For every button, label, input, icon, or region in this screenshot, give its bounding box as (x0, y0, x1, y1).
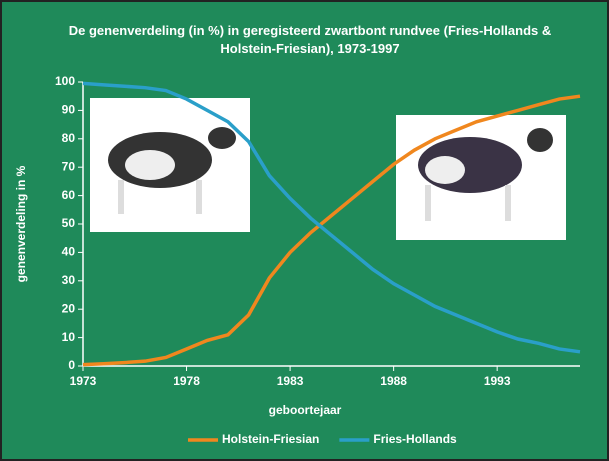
cow-leg (196, 180, 202, 214)
title-box: De genenverdeling (in %) in geregisteerd… (60, 22, 560, 66)
y-tick-label: 0 (68, 358, 75, 372)
cow-leg (505, 185, 511, 221)
cow-head (527, 128, 553, 152)
cow-patch (425, 156, 465, 184)
cow-image-left (90, 98, 250, 232)
y-tick-label: 10 (62, 330, 76, 344)
y-tick-label: 30 (62, 273, 76, 287)
y-tick-label: 100 (55, 74, 75, 88)
x-tick-label: 1973 (70, 374, 97, 388)
legend-label: Fries-Hollands (373, 432, 457, 446)
cow-image-right (396, 115, 566, 240)
chart: De genenverdeling (in %) in geregisteerd… (0, 0, 609, 461)
y-axis-label: genenverdeling in % (14, 165, 28, 282)
y-tick-label: 70 (62, 159, 76, 173)
legend-label: Holstein-Friesian (222, 432, 319, 446)
x-tick-label: 1978 (173, 374, 200, 388)
y-tick-label: 80 (62, 131, 76, 145)
y-tick-label: 90 (62, 103, 76, 117)
cow-leg (118, 180, 124, 214)
y-tick-label: 40 (62, 245, 76, 259)
cow-head (208, 127, 236, 149)
x-tick-label: 1988 (380, 374, 407, 388)
x-tick-label: 1993 (484, 374, 511, 388)
chart-title: De genenverdeling (in %) in geregisteerd… (60, 22, 560, 58)
cow-leg (425, 185, 431, 221)
x-tick-label: 1983 (277, 374, 304, 388)
x-axis-label: geboortejaar (269, 403, 342, 417)
y-tick-label: 50 (62, 216, 76, 230)
cow-patch (125, 150, 175, 180)
y-tick-label: 20 (62, 301, 76, 315)
y-tick-label: 60 (62, 188, 76, 202)
